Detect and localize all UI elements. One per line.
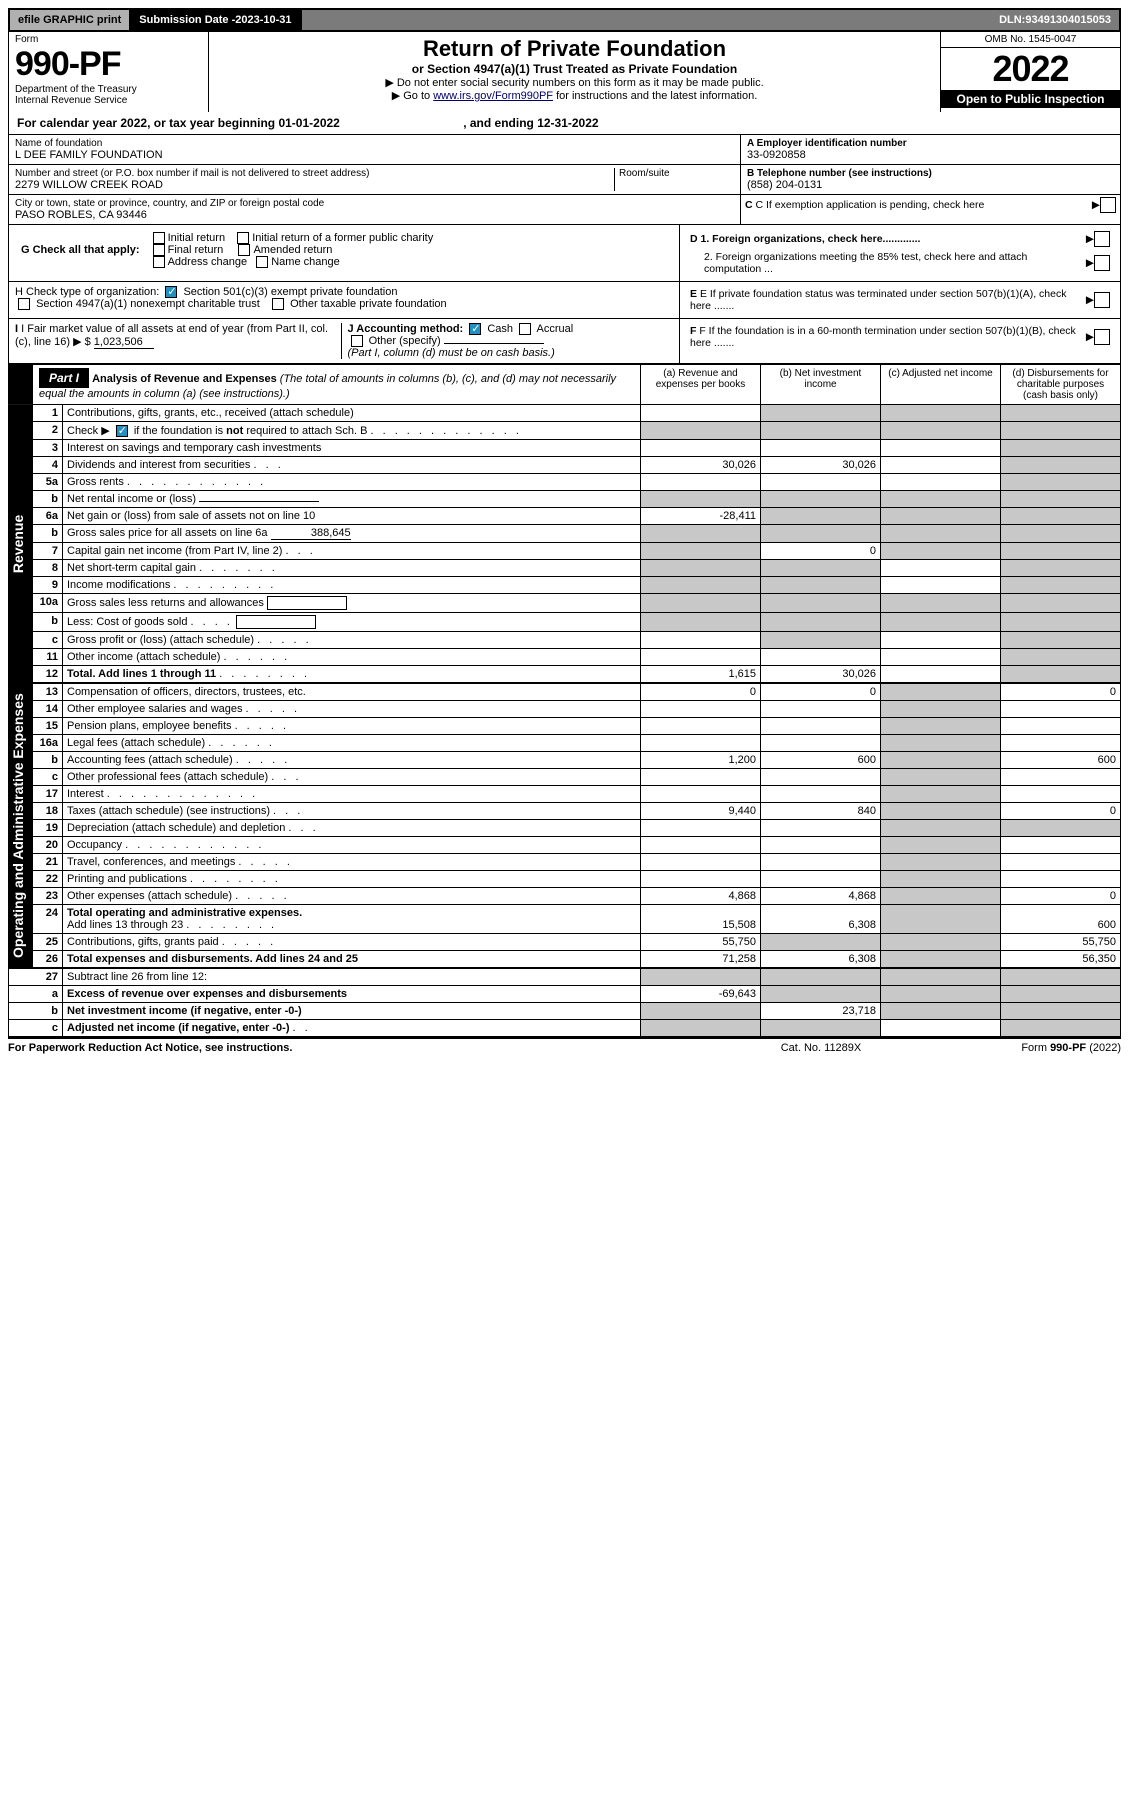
initial-return-checkbox[interactable] (153, 232, 165, 244)
expenses-table: 13Compensation of officers, directors, t… (32, 683, 1121, 968)
g-check-row: G Check all that apply: Initial return I… (15, 229, 673, 271)
final-return-checkbox[interactable] (153, 244, 165, 256)
page-title: Return of Private Foundation (219, 36, 930, 62)
form-title-block: Return of Private Foundation or Section … (209, 32, 940, 112)
col-d-header: (d) Disbursements for charitable purpose… (1000, 365, 1120, 404)
city-cell: City or town, state or province, country… (9, 195, 740, 224)
revenue-table: 1Contributions, gifts, grants, etc., rec… (32, 404, 1121, 683)
col-a-header: (a) Revenue and expenses per books (640, 365, 760, 404)
other-taxable-checkbox[interactable] (272, 298, 284, 310)
e-row: E E If private foundation status was ter… (686, 286, 1114, 314)
other-method-checkbox[interactable] (351, 335, 363, 347)
i-fmv: I I Fair market value of all assets at e… (15, 323, 341, 359)
schb-checkbox[interactable] (116, 425, 128, 437)
form-id-block: Form 990-PF Department of the Treasury I… (9, 32, 209, 112)
instructions-link[interactable]: www.irs.gov/Form990PF (433, 90, 553, 102)
pending-checkbox[interactable] (1100, 197, 1116, 213)
j-accounting: J Accounting method: Cash Accrual Other … (341, 323, 674, 359)
submission-date: Submission Date - 2023-10-31 (131, 10, 301, 30)
dln: DLN: 93491304015053 (991, 10, 1119, 30)
form-number: 990-PF (15, 45, 202, 84)
bottom-table: 27Subtract line 26 from line 12: aExcess… (8, 968, 1121, 1037)
address-change-checkbox[interactable] (153, 256, 165, 268)
amended-checkbox[interactable] (238, 244, 250, 256)
phone-cell: B Telephone number (see instructions) (8… (741, 165, 1120, 195)
4947-checkbox[interactable] (18, 298, 30, 310)
ein-cell: A Employer identification number 33-0920… (741, 135, 1120, 165)
revenue-section-label: Revenue (8, 404, 32, 683)
page-footer: For Paperwork Reduction Act Notice, see … (8, 1037, 1121, 1057)
cash-checkbox[interactable] (469, 323, 481, 335)
initial-former-checkbox[interactable] (237, 232, 249, 244)
calendar-year-line: For calendar year 2022, or tax year begi… (9, 112, 1120, 135)
pending-check: C C If exemption application is pending,… (741, 195, 1120, 215)
year-block: OMB No. 1545-0047 2022 Open to Public In… (940, 32, 1120, 112)
d2-row: 2. Foreign organizations meeting the 85%… (686, 249, 1114, 277)
col-c-header: (c) Adjusted net income (880, 365, 1000, 404)
h-check-row: H Check type of organization: Section 50… (15, 286, 673, 310)
part1-header: Part I Analysis of Revenue and Expenses … (33, 365, 640, 404)
col-b-header: (b) Net investment income (760, 365, 880, 404)
d1-row: D 1. Foreign organizations, check here..… (686, 229, 1114, 249)
efile-label[interactable]: efile GRAPHIC print (10, 10, 131, 30)
f-row: F F If the foundation is in a 60-month t… (686, 323, 1114, 351)
name-change-checkbox[interactable] (256, 256, 268, 268)
address-cell: Number and street (or P.O. box number if… (9, 165, 740, 195)
foundation-name-cell: Name of foundation L DEE FAMILY FOUNDATI… (9, 135, 740, 165)
efile-top-bar: efile GRAPHIC print Submission Date - 20… (8, 8, 1121, 32)
expenses-section-label: Operating and Administrative Expenses (8, 683, 32, 968)
accrual-checkbox[interactable] (519, 323, 531, 335)
501c3-checkbox[interactable] (165, 286, 177, 298)
